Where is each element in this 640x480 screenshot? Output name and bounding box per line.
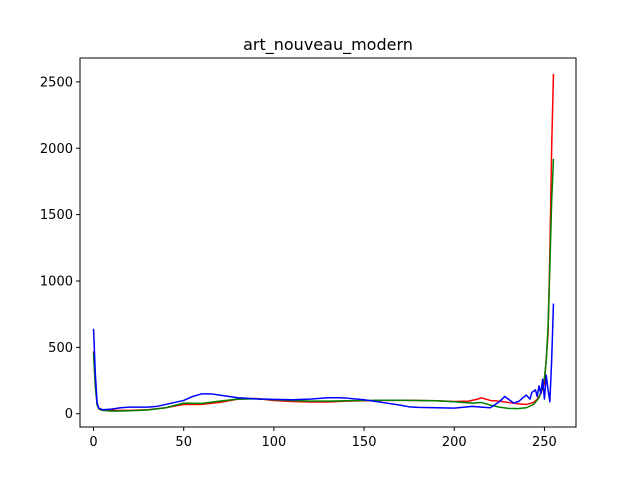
y-tick-label: 2500 xyxy=(40,75,73,90)
x-tick-label: 50 xyxy=(175,435,192,450)
series-lines xyxy=(92,73,555,412)
x-tick-label: 200 xyxy=(442,435,467,450)
x-tick-label: 0 xyxy=(89,435,97,450)
axes-frame xyxy=(79,57,577,428)
y-axis: 0 500 1000 1500 2000 2500 xyxy=(40,75,80,422)
x-tick-label: 250 xyxy=(532,435,557,450)
y-tick-label: 0 xyxy=(65,407,73,422)
series-line-1 xyxy=(92,158,555,412)
y-tick-label: 1500 xyxy=(40,208,73,223)
chart-title: art_nouveau_modern xyxy=(243,35,413,55)
x-tick-label: 150 xyxy=(352,435,377,450)
x-tick-label: 100 xyxy=(261,435,286,450)
y-tick-label: 1000 xyxy=(40,274,73,289)
x-axis: 0 50 100 150 200 250 xyxy=(89,427,557,450)
y-tick-label: 500 xyxy=(48,341,73,356)
series-line-2 xyxy=(92,303,555,411)
y-tick-label: 2000 xyxy=(40,142,73,157)
series-line-0 xyxy=(92,73,555,412)
